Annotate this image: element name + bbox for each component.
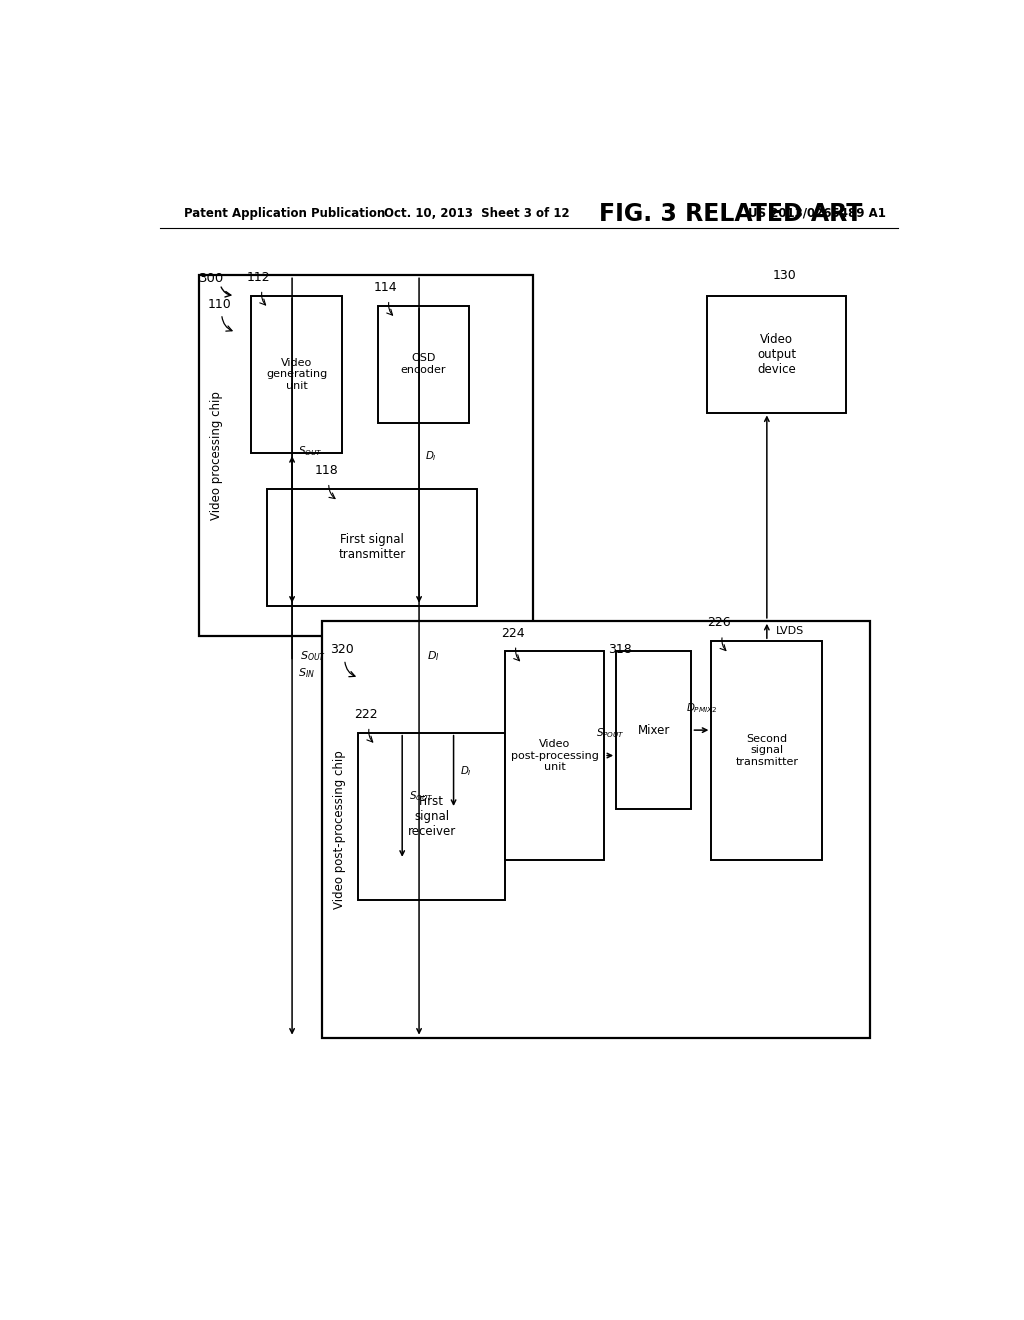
Text: $S_{OUT}$: $S_{OUT}$	[298, 444, 323, 458]
Text: Oct. 10, 2013  Sheet 3 of 12: Oct. 10, 2013 Sheet 3 of 12	[384, 207, 570, 220]
Bar	[378, 306, 469, 422]
Text: Video
generating
unit: Video generating unit	[266, 358, 328, 391]
Text: $S_{OUT}$: $S_{OUT}$	[300, 649, 326, 664]
Bar	[708, 296, 846, 412]
Text: FIG. 3 RELATED ART: FIG. 3 RELATED ART	[599, 202, 863, 226]
Text: Second
signal
transmitter: Second signal transmitter	[735, 734, 799, 767]
Bar	[200, 276, 532, 636]
Text: 226: 226	[708, 616, 731, 630]
Text: 318: 318	[608, 643, 632, 656]
Text: 224: 224	[501, 627, 524, 640]
Text: 114: 114	[374, 281, 397, 294]
Text: 320: 320	[331, 643, 354, 656]
Text: First signal
transmitter: First signal transmitter	[338, 533, 406, 561]
Text: 300: 300	[199, 272, 224, 285]
Text: First
signal
receiver: First signal receiver	[408, 795, 456, 838]
Text: 222: 222	[354, 708, 378, 721]
Bar	[358, 733, 505, 900]
Bar	[251, 296, 342, 453]
Bar	[267, 488, 477, 606]
Text: $D_I$: $D_I$	[460, 764, 472, 777]
Text: 112: 112	[247, 271, 270, 284]
Text: $D_{PMIX2}$: $D_{PMIX2}$	[686, 701, 717, 715]
Text: US 2013/0265489 A1: US 2013/0265489 A1	[748, 207, 886, 220]
Text: 130: 130	[773, 269, 797, 281]
Bar	[505, 651, 604, 859]
Text: Video
post-processing
unit: Video post-processing unit	[511, 739, 598, 772]
Bar	[616, 651, 691, 809]
Text: Video
output
device: Video output device	[757, 333, 797, 376]
Text: 118: 118	[314, 463, 338, 477]
Text: $D_I$: $D_I$	[425, 449, 437, 462]
Text: 110: 110	[207, 297, 231, 310]
Text: Mixer: Mixer	[638, 723, 670, 737]
Bar	[323, 620, 870, 1038]
Text: OSD
encoder: OSD encoder	[400, 354, 446, 375]
Text: Patent Application Publication: Patent Application Publication	[183, 207, 385, 220]
Text: Video processing chip: Video processing chip	[210, 391, 223, 520]
Text: $S_{IN}$: $S_{IN}$	[298, 667, 315, 680]
Text: $D_I$: $D_I$	[427, 649, 439, 664]
Text: LVDS: LVDS	[776, 626, 805, 636]
Text: Video post-processing chip: Video post-processing chip	[334, 750, 346, 908]
Bar	[712, 642, 822, 859]
Text: $S_{POUT}$: $S_{POUT}$	[596, 726, 625, 741]
Text: $S_{OUT}$: $S_{OUT}$	[409, 789, 433, 803]
